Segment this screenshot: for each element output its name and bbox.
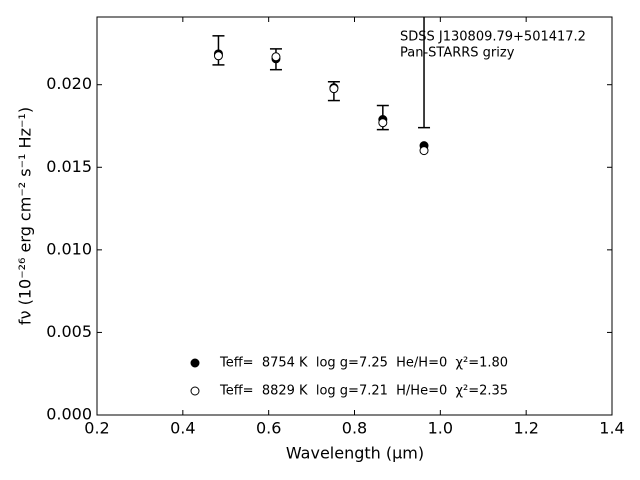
- annotation-subtitle: Pan-STARRS grizy: [400, 46, 515, 61]
- legend-label: Teff= 8754 K log g=7.25 He/H=0 χ²=1.80: [219, 356, 508, 371]
- y-tick-label: 0.000: [46, 405, 92, 424]
- marker: [329, 84, 339, 94]
- legend-marker: [190, 386, 200, 396]
- y-axis-label: fν (10⁻²⁶ erg cm⁻² s⁻¹ Hz⁻¹): [16, 107, 35, 325]
- x-tick-label: 0.6: [256, 419, 281, 438]
- plot-area: [212, 17, 431, 156]
- x-tick-label: 1.2: [513, 419, 538, 438]
- marker: [213, 51, 223, 61]
- marker: [378, 118, 388, 128]
- x-tick-label: 0.8: [342, 419, 367, 438]
- marker: [419, 146, 429, 156]
- y-tick-label: 0.010: [46, 239, 92, 258]
- error-bar: [418, 17, 431, 129]
- legend-marker: [190, 358, 200, 368]
- y-tick-label: 0.005: [46, 322, 92, 341]
- x-tick-label: 0.2: [84, 419, 109, 438]
- x-tick-label: 1.4: [599, 419, 624, 438]
- y-tick-label: 0.020: [46, 74, 92, 93]
- annotation-title: SDSS J130809.79+501417.2: [400, 30, 586, 45]
- legend-label: Teff= 8829 K log g=7.21 H/He=0 χ²=2.35: [219, 384, 508, 399]
- y-tick-label: 0.015: [46, 157, 92, 176]
- x-axis-label: Wavelength (μm): [286, 444, 424, 463]
- x-tick-label: 0.4: [170, 419, 195, 438]
- marker: [271, 52, 281, 62]
- x-tick-label: 1.0: [428, 419, 453, 438]
